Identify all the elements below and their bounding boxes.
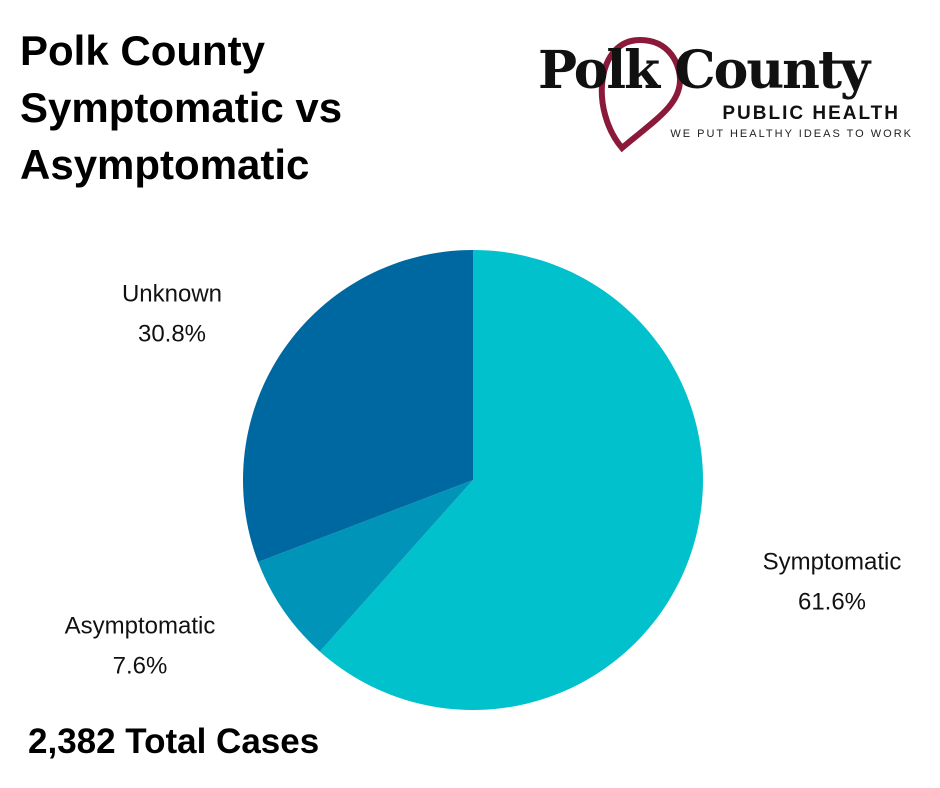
pie-slice bbox=[242, 250, 473, 562]
total-cases: 2,382 Total Cases bbox=[28, 722, 320, 761]
slice-label: Asymptomatic bbox=[65, 612, 216, 639]
slice-value-label: 30.8% bbox=[138, 320, 206, 347]
slice-label: Symptomatic bbox=[763, 548, 902, 575]
logo-name: Polk County bbox=[538, 40, 870, 101]
logo-subtitle: PUBLIC HEALTH bbox=[722, 103, 900, 124]
slice-value-label: 7.6% bbox=[113, 652, 168, 679]
slice-value-label: 61.6% bbox=[798, 588, 866, 615]
pie-slice bbox=[258, 480, 473, 652]
slice-label: Unknown bbox=[122, 280, 222, 307]
chart-title: Polk County Symptomatic vs Asymptomatic bbox=[20, 27, 343, 188]
logo-heart bbox=[598, 36, 684, 153]
logo-tagline: WE PUT HEALTHY IDEAS TO WORK bbox=[670, 128, 913, 140]
pie-slice bbox=[319, 250, 703, 710]
